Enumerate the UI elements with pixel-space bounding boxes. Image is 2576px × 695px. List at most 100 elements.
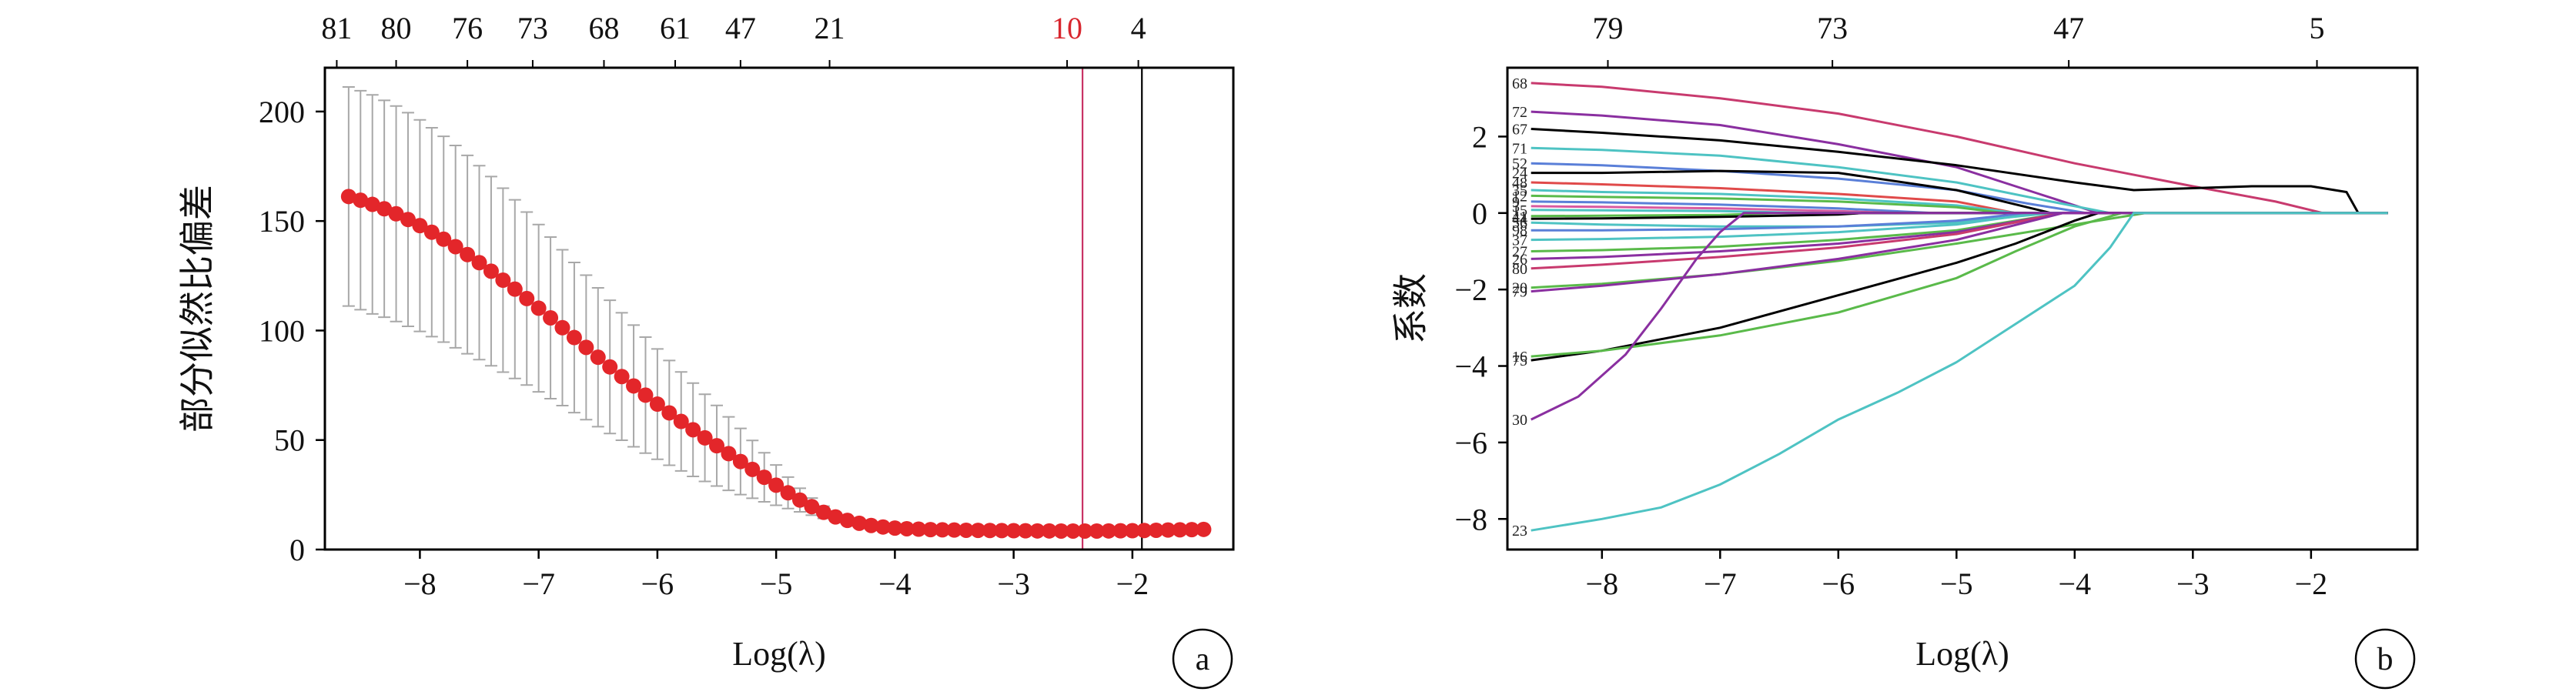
data-point [364,196,380,212]
series-label: 67 [1512,121,1527,138]
x-tick-label: −7 [522,566,555,601]
data-point [495,272,511,289]
y-tick-label: 2 [1472,119,1487,154]
x-axis-label: Log(λ) [732,635,826,673]
series-line [1531,212,2388,358]
top-tick-label: 73 [1817,11,1848,45]
series-label: 35 [1512,182,1527,199]
data-point [911,521,927,537]
data-point [1112,523,1129,539]
x-tick-label: −4 [878,566,912,601]
x-axis-label: Log(λ) [1915,635,2009,673]
data-point [851,515,868,531]
top-tick-label: 47 [725,11,756,45]
data-point [935,522,951,538]
data-point [744,461,761,477]
data-point [543,309,559,326]
data-point [839,513,855,529]
x-tick-label: −3 [997,566,1030,601]
data-point [1136,523,1153,539]
data-point [1124,523,1140,539]
data-point [590,349,606,366]
y-tick-label: −4 [1454,349,1487,384]
series-label: 68 [1512,75,1527,92]
series-line [1531,212,2388,532]
y-tick-label: 200 [259,95,305,129]
data-point [400,212,416,228]
data-point [815,504,831,520]
data-point [1089,523,1105,539]
data-point [709,438,725,454]
plot-frame [1506,66,2419,551]
data-point [519,290,535,306]
top-tick-label: 80 [381,11,412,45]
top-tick-label: 68 [588,11,619,45]
data-point [768,477,785,493]
data-point [791,492,808,508]
panel-b: 6872677152244835129315414456983727268020… [1391,11,2419,690]
data-point [447,239,463,255]
series-line [1531,146,2388,215]
top-tick-label: 4 [1131,11,1146,45]
plot-area [1531,82,2388,532]
panel-badge-letter: b [2377,642,2394,677]
data-point [554,319,570,336]
data-point [1196,521,1212,537]
series-label: 75 [1512,353,1527,369]
data-point [1077,523,1093,539]
data-point [340,189,356,205]
series-line [1531,82,2388,215]
data-point [471,255,487,271]
data-point [436,231,452,247]
data-point [412,218,428,234]
panel-badge [2354,628,2416,690]
data-point [1018,523,1034,539]
series-label: 80 [1512,261,1527,278]
series-label: 26 [1512,251,1527,268]
y-tick-label: 100 [259,313,305,348]
series-label: 44 [1512,211,1527,228]
data-point [460,246,476,262]
y-tick-label: −2 [1454,272,1487,307]
data-point [685,422,701,438]
series-label: 23 [1512,523,1527,540]
x-tick-label: −8 [403,566,437,601]
data-point [388,205,404,222]
y-tick-label: 0 [289,533,305,567]
data-point [875,519,891,535]
data-point [732,453,748,469]
series-label: 72 [1512,104,1527,121]
panel-badge [1172,628,1233,690]
data-point [1184,522,1200,538]
series-label: 37 [1512,232,1527,249]
data-point [483,263,499,279]
top-tick-label: 47 [2053,11,2084,45]
data-point [507,281,523,297]
data-point [946,522,962,538]
series-label: 52 [1512,155,1527,172]
top-tick-label: 61 [660,11,691,45]
data-point [578,339,594,356]
x-tick-label: −2 [1116,566,1149,601]
top-tick-label: 21 [815,11,845,45]
data-point [637,387,654,403]
top-tick-label: 81 [321,11,352,45]
data-point [1005,523,1022,539]
x-tick-label: −5 [760,566,793,601]
data-point [1148,522,1164,538]
data-point [982,523,998,539]
y-tick-label: −8 [1454,502,1487,536]
data-point [1053,523,1069,539]
series-label: 98 [1512,222,1527,239]
data-point [661,405,677,421]
series-label: 27 [1512,243,1527,260]
y-axis-label: 部分似然比偏差 [178,185,217,433]
y-tick-label: 150 [259,204,305,239]
data-point [1029,523,1045,539]
data-point [566,329,582,346]
x-tick-label: −6 [641,566,674,601]
data-point [626,378,642,394]
data-point [828,509,844,525]
x-tick-label: −8 [1586,566,1619,601]
